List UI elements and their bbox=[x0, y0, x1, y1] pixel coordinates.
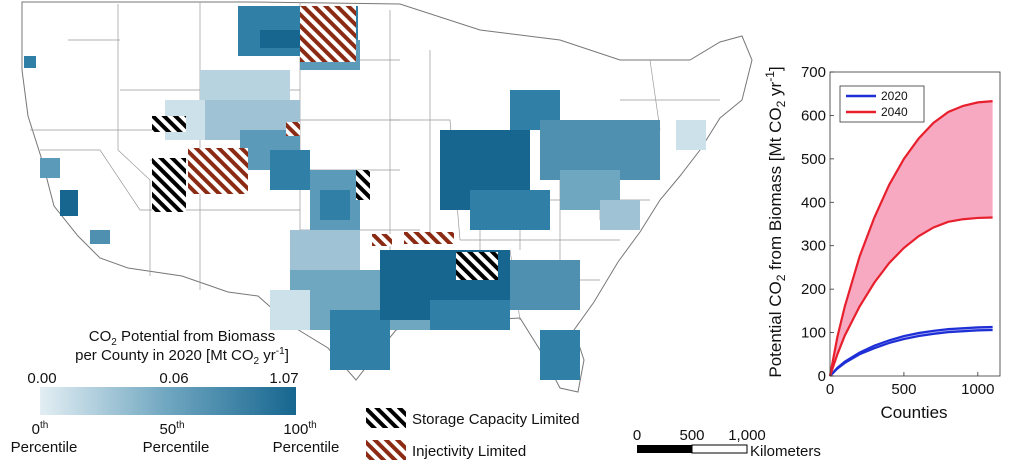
x-axis-label: Counties bbox=[880, 403, 947, 422]
legend-pct-high: 100th bbox=[283, 420, 316, 438]
x-tick-label: 500 bbox=[891, 381, 916, 398]
injectivity-limited-regions bbox=[188, 6, 454, 246]
legend-pct-mid-word: Percentile bbox=[143, 439, 210, 456]
y-tick-label: 300 bbox=[801, 238, 826, 255]
y-tick-label: 500 bbox=[801, 151, 826, 168]
chart-axes: 0 100 200 300 400 500 600 700 0 500 1000 bbox=[801, 64, 1001, 398]
legend-tick-max: 1.07 bbox=[269, 370, 298, 387]
legend-label-2020: 2020 bbox=[881, 89, 908, 103]
legend-colorbar bbox=[40, 387, 296, 415]
legend-title-line2: per County in 2020 [Mt CO2 yr-1] bbox=[75, 346, 289, 367]
chart-frame bbox=[829, 71, 1001, 377]
y-axis-label: Potential CO2 from Biomass [Mt CO2 yr-1] bbox=[763, 66, 788, 377]
y-tick-label: 700 bbox=[801, 64, 826, 81]
legend-pct-high-word: Percentile bbox=[273, 439, 340, 456]
county-shading bbox=[24, 6, 706, 380]
color-legend: CO2 Potential from Biomass per County in… bbox=[11, 328, 340, 456]
x-tick-label: 1000 bbox=[961, 381, 994, 398]
y-tick-label: 400 bbox=[801, 194, 826, 211]
potential-co2-chart: 0 100 200 300 400 500 600 700 0 500 1000 Potential… bbox=[763, 64, 1001, 422]
legend-tick-mid: 0.06 bbox=[159, 370, 188, 387]
chart-legend-box bbox=[839, 85, 925, 123]
legend-tick-min: 0.00 bbox=[27, 370, 56, 387]
scale-tick-1000: 1,000 bbox=[728, 427, 766, 444]
series-lower-line-2020 bbox=[829, 328, 993, 377]
y-tick-label: 100 bbox=[801, 325, 826, 342]
x-tick-label: 0 bbox=[826, 381, 834, 398]
us-county-map bbox=[21, 1, 753, 393]
storage-legend-label: Storage Capacity Limited bbox=[412, 411, 580, 428]
y-tick-label: 0 bbox=[818, 368, 826, 385]
scale-tick-0: 0 bbox=[633, 427, 641, 444]
injectivity-legend-swatch bbox=[366, 440, 406, 460]
legend-label-2040: 2040 bbox=[881, 105, 908, 119]
injectivity-legend-label: Injectivity Limited bbox=[412, 443, 526, 460]
legend-title-line1: CO2 Potential from Biomass bbox=[89, 328, 275, 348]
series-band-2040 bbox=[830, 101, 993, 377]
legend-pct-mid: 50th bbox=[159, 420, 184, 438]
chart-plot-area bbox=[828, 100, 993, 377]
storage-legend-swatch bbox=[366, 408, 406, 428]
series-lower-line-2040 bbox=[828, 216, 993, 377]
scale-unit: Kilometers bbox=[750, 443, 821, 460]
y-tick-label: 200 bbox=[801, 281, 826, 298]
series-upper-line-2020 bbox=[829, 325, 993, 377]
legend-pct-low-word: Percentile bbox=[11, 439, 78, 456]
series-upper-line-2040 bbox=[828, 100, 993, 377]
scale-bar: 0 500 1,000 Kilometers bbox=[633, 427, 821, 460]
hatch-legend: Storage Capacity Limited Injectivity Lim… bbox=[366, 408, 580, 460]
scale-tick-500: 500 bbox=[679, 427, 704, 444]
y-tick-label: 600 bbox=[801, 107, 826, 124]
chart-legend: 2020 2040 bbox=[839, 85, 925, 123]
scale-bar-black bbox=[637, 445, 692, 453]
storage-limited-regions bbox=[152, 116, 498, 280]
scale-bar-white bbox=[691, 444, 748, 454]
legend-pct-low: 0th bbox=[32, 420, 49, 438]
